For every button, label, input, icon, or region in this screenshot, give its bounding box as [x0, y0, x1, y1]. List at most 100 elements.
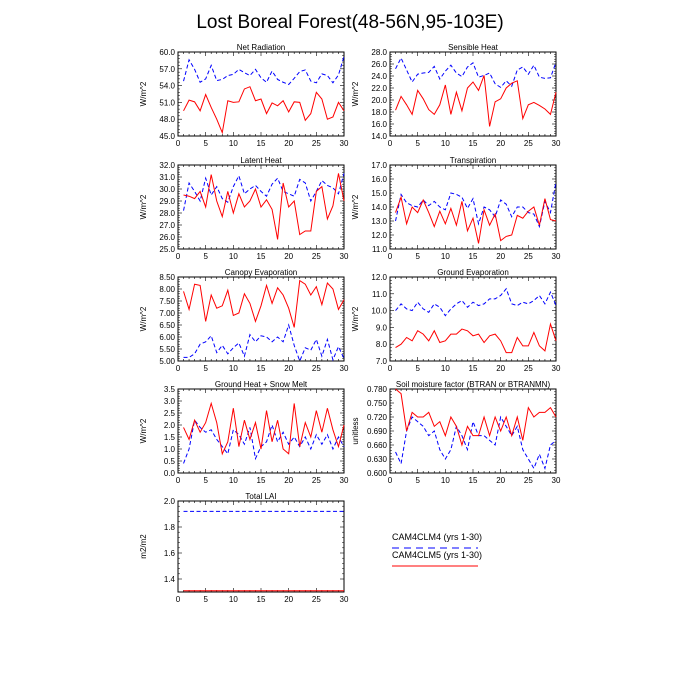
- y-tick-label: 18.0: [371, 108, 387, 117]
- x-tick-label: 25: [312, 252, 321, 261]
- y-tick-label: 54.0: [159, 82, 175, 91]
- x-tick-label: 25: [312, 595, 321, 604]
- series-line-clm4: [395, 56, 557, 89]
- plot-frame: [389, 51, 557, 137]
- series-line-clm5: [183, 401, 345, 456]
- y-tick-label: 28.0: [159, 209, 175, 218]
- plot-frame: [389, 276, 557, 362]
- y-tick-label: 0.720: [367, 413, 388, 422]
- plot-frame: [177, 500, 345, 593]
- legend: CAM4CLM4 (yrs 1-30) CAM4CLM5 (yrs 1-30): [392, 532, 482, 567]
- y-tick-label: 5.00: [159, 357, 175, 366]
- y-tick-label: 26.0: [371, 60, 387, 69]
- x-tick-label: 15: [469, 364, 478, 373]
- figure-title: Lost Boreal Forest(48-56N,95-103E): [196, 12, 503, 33]
- x-tick-label: 0: [388, 139, 393, 148]
- y-tick-label: 27.0: [159, 221, 175, 230]
- panel-title: Canopy Evaporation: [225, 268, 298, 277]
- x-tick-label: 5: [203, 595, 208, 604]
- x-tick-label: 10: [229, 252, 238, 261]
- x-tick-label: 20: [496, 139, 505, 148]
- series-line-clm4: [183, 419, 345, 464]
- x-tick-label: 30: [340, 252, 349, 261]
- x-tick-label: 0: [176, 252, 181, 261]
- plot-frame: [177, 51, 345, 137]
- x-tick-label: 5: [203, 364, 208, 373]
- x-tick-label: 10: [441, 364, 450, 373]
- y-axis-label: m2/m2: [139, 534, 148, 559]
- x-tick-label: 25: [312, 476, 321, 485]
- x-tick-label: 0: [176, 595, 181, 604]
- y-tick-label: 11.0: [372, 290, 388, 299]
- series-line-clm5: [395, 322, 557, 354]
- x-tick-label: 25: [312, 364, 321, 373]
- y-tick-label: 2.0: [164, 421, 176, 430]
- series-line-clm5: [395, 195, 557, 244]
- x-tick-label: 25: [524, 476, 533, 485]
- x-tick-label: 10: [229, 364, 238, 373]
- series-line-clm4: [183, 323, 345, 363]
- chart-panel: Total LAI m2/m2 0 5 10 15 20 25 30 1.4 1.6 1.8 2.0: [139, 492, 349, 604]
- x-tick-label: 10: [229, 139, 238, 148]
- x-tick-label: 20: [284, 139, 293, 148]
- chart-panel: Net Radiation W/m^2 0 5 10 15 20 25 30 45.0 48.0 51…: [139, 43, 349, 148]
- y-tick-label: 48.0: [159, 115, 175, 124]
- y-tick-label: 1.4: [164, 575, 176, 584]
- x-tick-label: 10: [441, 139, 450, 148]
- legend-label: CAM4CLM5 (yrs 1-30): [392, 550, 482, 560]
- y-tick-label: 31.0: [159, 173, 175, 182]
- y-tick-label: 7.00: [159, 309, 175, 318]
- y-tick-label: 60.0: [159, 48, 175, 57]
- y-tick-label: 1.0: [164, 445, 176, 454]
- y-tick-label: 6.00: [159, 333, 175, 342]
- y-tick-label: 0.600: [367, 469, 388, 478]
- chart-panel: Ground Evaporation W/m^2 0 5 10 15 20 25 30 7.0 8.…: [351, 268, 561, 373]
- y-tick-label: 22.0: [371, 84, 387, 93]
- panel-title: Ground Heat + Snow Melt: [215, 380, 308, 389]
- y-tick-label: 12.0: [371, 273, 387, 282]
- x-tick-label: 0: [388, 476, 393, 485]
- y-axis-label: W/m^2: [351, 306, 360, 331]
- x-tick-label: 30: [340, 595, 349, 604]
- x-tick-label: 10: [229, 595, 238, 604]
- y-tick-label: 1.8: [164, 523, 176, 532]
- y-tick-label: 57.0: [159, 65, 175, 74]
- y-tick-label: 45.0: [159, 132, 175, 141]
- plot-frame: [389, 388, 557, 474]
- y-tick-label: 14.0: [371, 203, 387, 212]
- y-axis-label: W/m^2: [139, 418, 148, 443]
- x-tick-label: 15: [469, 252, 478, 261]
- panel-title: Total LAI: [245, 492, 276, 501]
- y-axis-label: unitless: [351, 417, 360, 444]
- x-tick-label: 30: [340, 139, 349, 148]
- series-line-clm5: [183, 86, 345, 135]
- x-tick-label: 20: [496, 364, 505, 373]
- x-tick-label: 20: [284, 252, 293, 261]
- chart-panel: Soil moisture factor (BTRAN or BTRANMN) u…: [351, 380, 561, 485]
- x-tick-label: 30: [552, 139, 561, 148]
- x-tick-label: 0: [176, 364, 181, 373]
- y-tick-label: 30.0: [159, 185, 175, 194]
- y-tick-label: 2.5: [164, 409, 176, 418]
- y-tick-label: 1.6: [164, 549, 176, 558]
- x-tick-label: 5: [203, 252, 208, 261]
- y-tick-label: 29.0: [159, 197, 175, 206]
- chart-panel: Canopy Evaporation W/m^2 0 5 10 15 20 25 30 5.00 5…: [139, 268, 349, 373]
- y-tick-label: 9.0: [376, 323, 388, 332]
- x-tick-label: 15: [469, 139, 478, 148]
- y-tick-label: 16.0: [371, 120, 387, 129]
- y-tick-label: 26.0: [159, 233, 175, 242]
- y-tick-label: 15.0: [371, 189, 387, 198]
- x-tick-label: 0: [388, 364, 393, 373]
- x-tick-label: 20: [284, 364, 293, 373]
- x-tick-label: 5: [415, 252, 420, 261]
- y-tick-label: 7.50: [159, 297, 175, 306]
- x-tick-label: 5: [415, 364, 420, 373]
- y-tick-label: 17.0: [371, 161, 387, 170]
- panel-title: Soil moisture factor (BTRAN or BTRANMN): [396, 380, 551, 389]
- x-tick-label: 5: [415, 139, 420, 148]
- x-tick-label: 0: [176, 139, 181, 148]
- x-tick-label: 15: [257, 364, 266, 373]
